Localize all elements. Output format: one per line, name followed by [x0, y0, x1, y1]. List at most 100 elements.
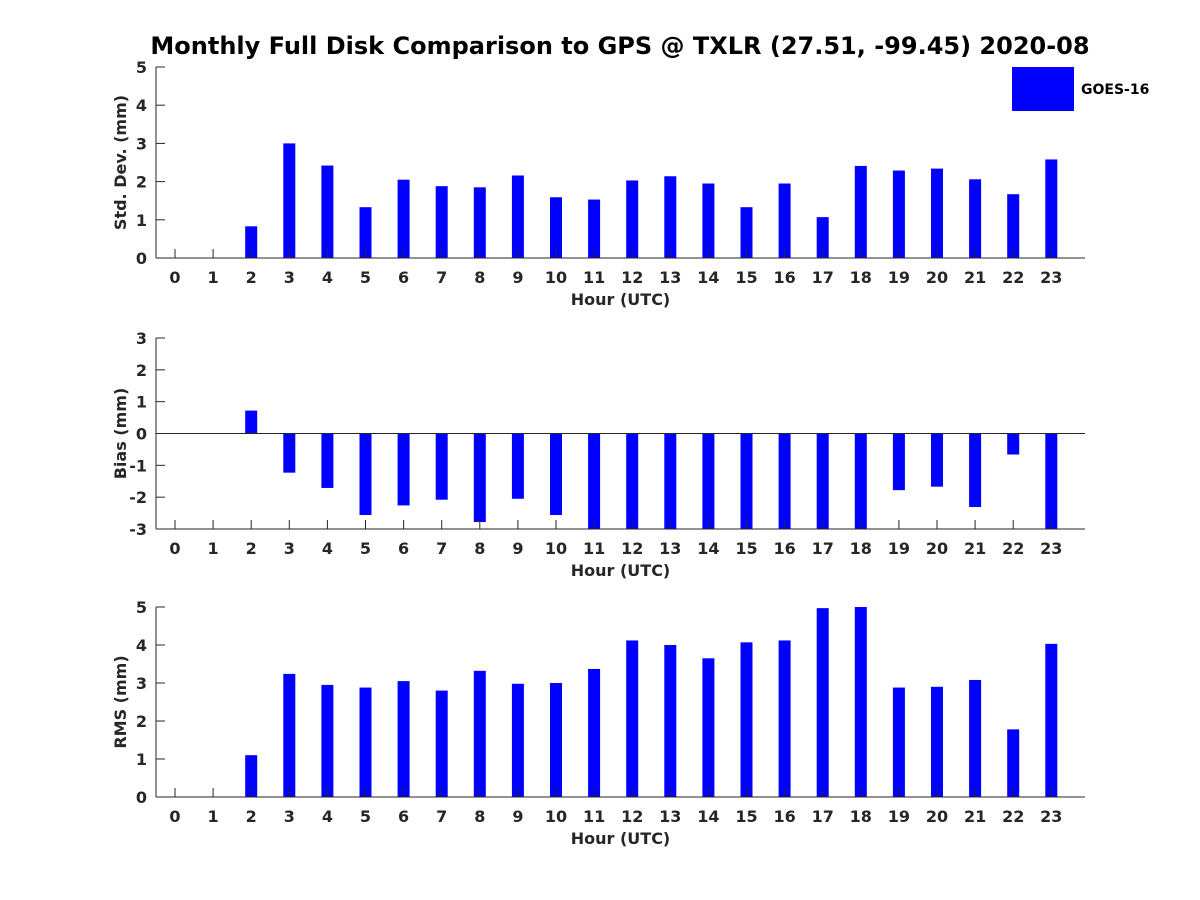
rms-y-tick-label: 1 — [136, 750, 147, 769]
stddev-y-tick-label: 3 — [136, 134, 147, 153]
bias-x-tick-label: 11 — [583, 539, 605, 558]
stddev-x-tick-label: 21 — [964, 268, 986, 287]
rms-x-tick-label: 17 — [812, 807, 834, 826]
rms-bar-hour-9 — [511, 683, 524, 797]
stddev-bar-hour-13 — [664, 176, 677, 258]
bias-bar-hour-3 — [283, 433, 296, 473]
rms-bar-hour-8 — [473, 670, 486, 797]
stddev-bar-hour-22 — [1007, 194, 1020, 258]
stddev-bar-hour-23 — [1045, 159, 1058, 258]
rms-y-axis-label: RMS (mm) — [111, 655, 130, 748]
stddev-bar-hour-14 — [702, 183, 715, 258]
stddev-bar-hour-7 — [435, 186, 448, 258]
stddev-y-tick-label: 2 — [136, 173, 147, 192]
bias-bar-hour-21 — [969, 433, 982, 508]
bias-y-tick-label: -3 — [129, 520, 147, 539]
stddev-x-axis-label: Hour (UTC) — [571, 290, 671, 309]
rms-x-tick-label: 23 — [1040, 807, 1062, 826]
stddev-bar-hour-15 — [740, 207, 753, 258]
bias-bar-hour-23 — [1045, 433, 1058, 529]
stddev-bar-hour-10 — [550, 197, 562, 258]
bias-x-axis-label: Hour (UTC) — [571, 561, 671, 580]
bias-x-tick-label: 10 — [545, 539, 567, 558]
rms-x-tick-label: 20 — [926, 807, 948, 826]
rms-bar-hour-19 — [892, 687, 905, 797]
stddev-x-tick-label: 1 — [208, 268, 219, 287]
rms-bar-hour-6 — [397, 681, 410, 797]
rms-y-tick-label: 2 — [136, 712, 147, 731]
bias-y-tick-label: 1 — [136, 393, 147, 412]
bias-y-tick-label: -1 — [129, 456, 147, 475]
bias-x-tick-label: 8 — [474, 539, 485, 558]
rms-bar-hour-20 — [931, 686, 943, 797]
rms-bar-hour-17 — [816, 608, 829, 797]
stddev-bar-hour-4 — [321, 165, 334, 258]
rms-y-tick-label: 0 — [136, 788, 147, 807]
bias-x-tick-label: 15 — [735, 539, 757, 558]
stddev-bar-hour-2 — [245, 226, 258, 258]
rms-x-tick-label: 21 — [964, 807, 986, 826]
stddev-x-tick-label: 14 — [697, 268, 719, 287]
rms-bar-hour-3 — [283, 673, 296, 797]
bias-x-tick-label: 3 — [284, 539, 295, 558]
stddev-x-tick-label: 4 — [322, 268, 333, 287]
legend-label: GOES-16 — [1081, 82, 1149, 98]
bias-x-tick-label: 6 — [398, 539, 409, 558]
rms-bar-hour-23 — [1045, 643, 1058, 797]
bias-x-tick-label: 9 — [512, 539, 523, 558]
stddev-x-tick-label: 3 — [284, 268, 295, 287]
bias-x-tick-label: 18 — [850, 539, 872, 558]
bias-y-axis-label: Bias (mm) — [111, 388, 130, 480]
stddev-bar-hour-18 — [854, 165, 867, 258]
bias-bar-hour-12 — [626, 433, 639, 529]
bias-x-tick-label: 22 — [1002, 539, 1024, 558]
bias-y-tick-label: 0 — [136, 425, 147, 444]
legend: GOES-16 — [1012, 67, 1149, 111]
stddev-x-tick-label: 15 — [735, 268, 757, 287]
bias-bar-hour-16 — [778, 433, 791, 529]
rms-y-tick-label: 3 — [136, 674, 147, 693]
bias-bar-hour-17 — [816, 433, 829, 529]
rms-bar-hour-10 — [550, 683, 562, 797]
stddev-bar-hour-17 — [816, 217, 829, 258]
rms-x-tick-label: 8 — [474, 807, 485, 826]
stddev-x-tick-label: 2 — [246, 268, 257, 287]
bias-x-tick-label: 23 — [1040, 539, 1062, 558]
rms-panel: 0 1 2 3 4 5 6 7 8 9 10 11 12 13 14 15 16 17 18 19 20 21 22 2301… — [111, 598, 1085, 848]
bias-bar-hour-22 — [1007, 433, 1020, 455]
bias-x-tick-label: 5 — [360, 539, 371, 558]
bias-x-tick-label: 7 — [436, 539, 447, 558]
rms-bar-hour-2 — [245, 755, 258, 797]
stddev-bar-hour-21 — [969, 179, 982, 258]
rms-x-tick-label: 15 — [735, 807, 757, 826]
bias-x-tick-label: 17 — [812, 539, 834, 558]
stddev-y-tick-label: 0 — [136, 249, 147, 268]
bias-x-tick-label: 12 — [621, 539, 643, 558]
stddev-x-tick-label: 7 — [436, 268, 447, 287]
rms-x-tick-label: 6 — [398, 807, 409, 826]
rms-bar-hour-13 — [664, 645, 677, 797]
bias-y-tick-label: -2 — [129, 488, 147, 507]
rms-bar-hour-7 — [435, 690, 448, 797]
bias-bar-hour-5 — [359, 433, 372, 515]
bias-x-tick-label: 16 — [773, 539, 795, 558]
bias-x-tick-label: 2 — [246, 539, 257, 558]
rms-x-tick-label: 22 — [1002, 807, 1024, 826]
rms-x-tick-label: 19 — [888, 807, 910, 826]
bias-bar-hour-7 — [435, 433, 448, 500]
rms-x-tick-label: 11 — [583, 807, 605, 826]
rms-y-tick-label: 4 — [136, 636, 147, 655]
stddev-x-tick-label: 17 — [812, 268, 834, 287]
rms-x-tick-label: 13 — [659, 807, 681, 826]
bias-x-tick-label: 1 — [208, 539, 219, 558]
stddev-bar-hour-9 — [511, 175, 524, 258]
stddev-x-tick-label: 20 — [926, 268, 948, 287]
bias-bar-hour-13 — [664, 433, 677, 529]
bias-bar-hour-15 — [740, 433, 753, 529]
stddev-bar-hour-19 — [892, 170, 905, 258]
bias-x-tick-label: 20 — [926, 539, 948, 558]
stddev-x-tick-label: 6 — [398, 268, 409, 287]
std-dev-panel: 0 1 2 3 4 5 6 7 8 9 10 11 12 13 14 15 16 17 18 19 20 21 22 2301… — [111, 58, 1085, 309]
bias-y-tick-label: 2 — [136, 361, 147, 380]
